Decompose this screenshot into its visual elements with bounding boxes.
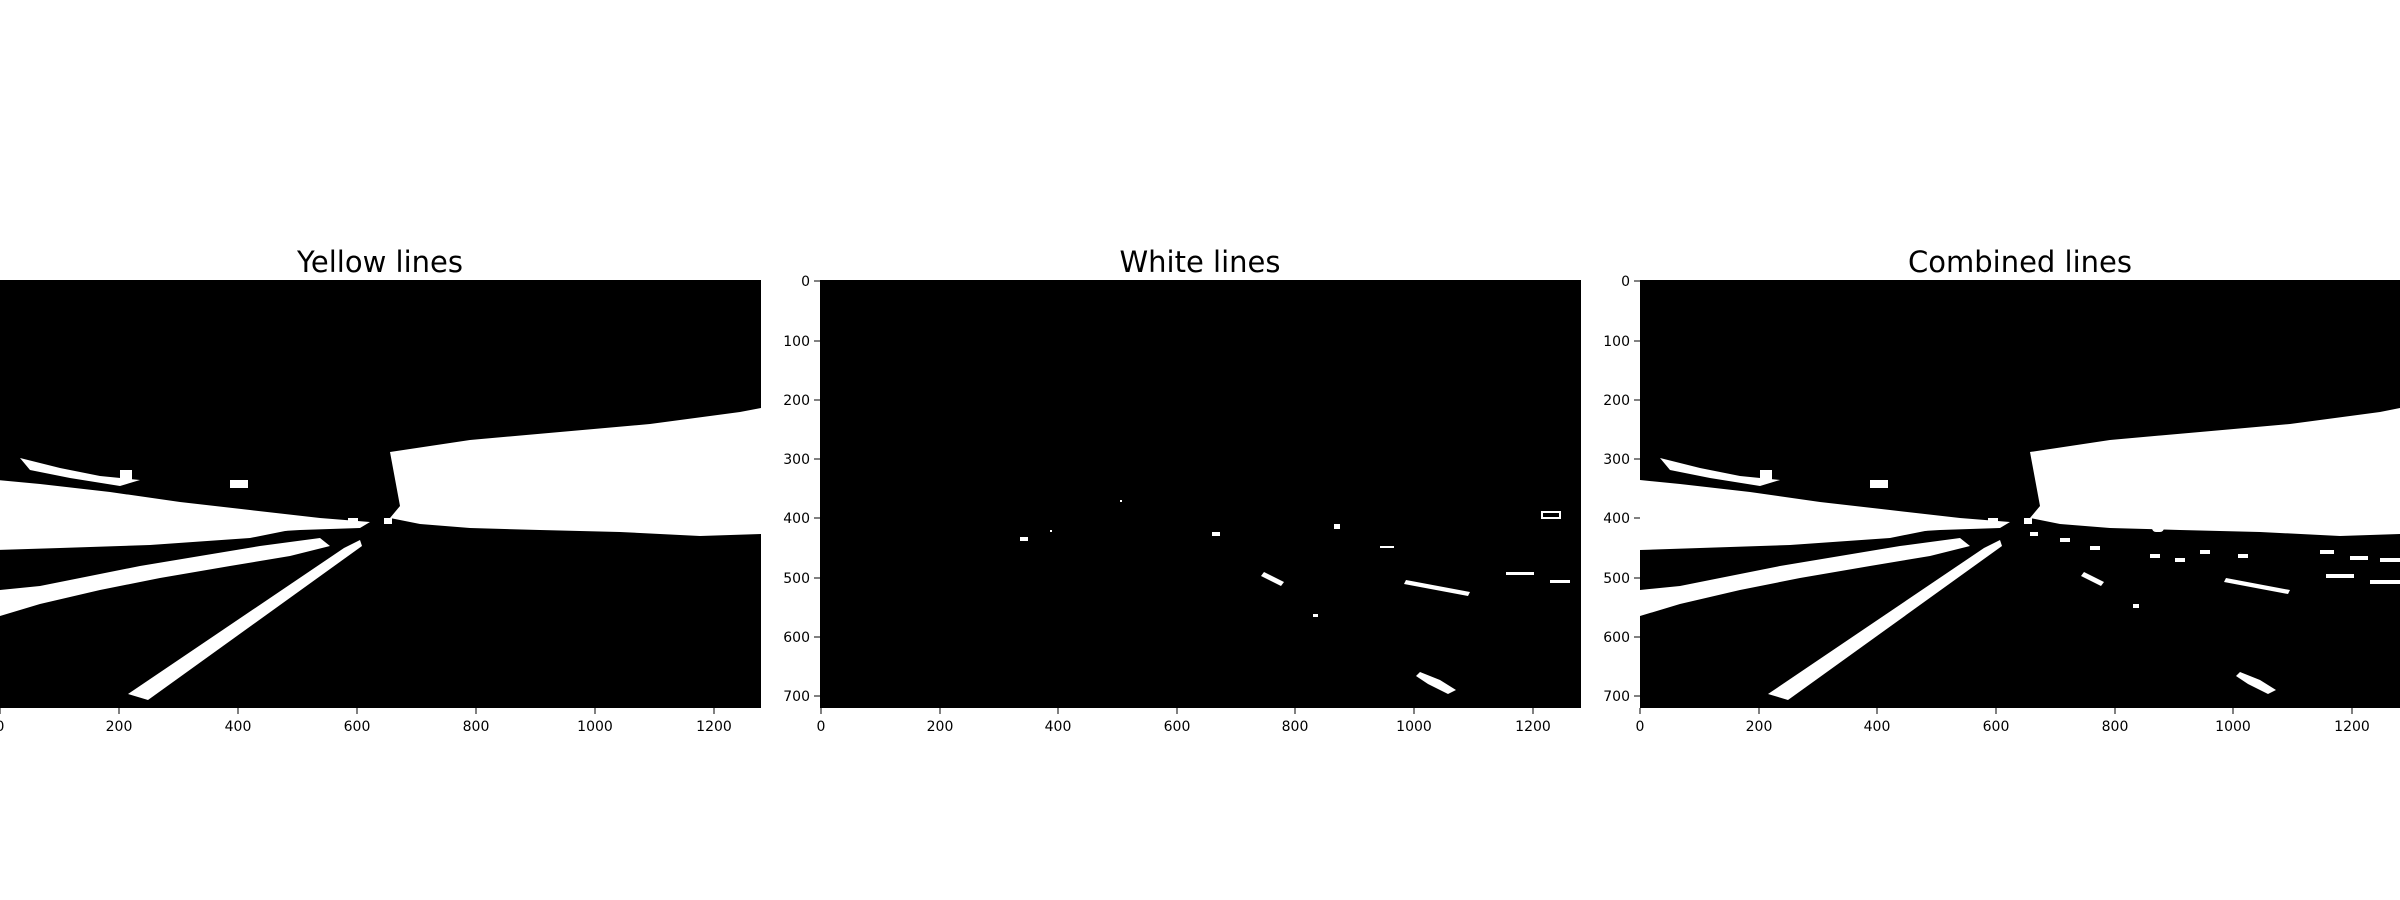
y-tick-label: 200 xyxy=(783,393,810,409)
y-axis: 0 100 200 300 400 500 600 700 xyxy=(1603,274,1640,705)
y-tick-label: 300 xyxy=(783,452,810,468)
x-tick-label: 0 xyxy=(1636,719,1645,735)
x-axis: 0 200 400 600 800 1000 1200 xyxy=(1636,708,2370,735)
panel-combined-lines: Combined lines xyxy=(1603,245,2400,735)
x-tick-label: 600 xyxy=(1983,719,2010,735)
x-tick-label: 0 xyxy=(0,719,4,735)
y-tick-label: 500 xyxy=(1603,571,1630,587)
y-tick-label: 200 xyxy=(1603,393,1630,409)
panel-title: Yellow lines xyxy=(296,245,463,279)
x-tick-label: 800 xyxy=(2102,719,2129,735)
y-tick-label: 700 xyxy=(1603,689,1630,705)
x-tick-label: 1000 xyxy=(2215,719,2251,735)
panel-title: White lines xyxy=(1120,245,1281,279)
x-tick-label: 600 xyxy=(1164,719,1191,735)
panel-yellow-lines: Yellow lines 0 200 400 600 xyxy=(0,245,761,735)
x-axis: 0 200 400 600 800 1000 1200 xyxy=(0,708,732,735)
x-tick-label: 1000 xyxy=(1396,719,1432,735)
y-tick-label: 0 xyxy=(1621,274,1630,290)
y-tick-label: 0 xyxy=(801,274,810,290)
x-tick-label: 1000 xyxy=(577,719,613,735)
y-tick-label: 700 xyxy=(783,689,810,705)
x-tick-label: 1200 xyxy=(2334,719,2370,735)
x-tick-label: 400 xyxy=(225,719,252,735)
x-tick-label: 600 xyxy=(344,719,371,735)
y-tick-label: 600 xyxy=(1603,630,1630,646)
x-tick-label: 400 xyxy=(1864,719,1891,735)
y-tick-label: 300 xyxy=(1603,452,1630,468)
mask-blobs xyxy=(1020,500,1570,694)
x-tick-label: 400 xyxy=(1045,719,1072,735)
x-tick-label: 800 xyxy=(1282,719,1309,735)
x-tick-label: 200 xyxy=(1746,719,1773,735)
x-tick-label: 200 xyxy=(106,719,133,735)
y-axis: 0 100 200 300 400 500 600 700 xyxy=(783,274,820,705)
mask-blobs xyxy=(1640,408,2400,700)
x-tick-label: 0 xyxy=(817,719,826,735)
y-tick-label: 500 xyxy=(783,571,810,587)
x-tick-label: 1200 xyxy=(696,719,732,735)
y-tick-label: 400 xyxy=(783,511,810,527)
y-tick-label: 100 xyxy=(1603,334,1630,350)
y-tick-label: 400 xyxy=(1603,511,1630,527)
mask-image xyxy=(820,280,1581,708)
x-tick-label: 800 xyxy=(463,719,490,735)
x-tick-label: 1200 xyxy=(1515,719,1551,735)
mask-blobs xyxy=(0,408,761,700)
x-tick-label: 200 xyxy=(927,719,954,735)
y-tick-label: 600 xyxy=(783,630,810,646)
x-axis: 0 200 400 600 800 1000 1200 xyxy=(817,708,1551,735)
y-tick-label: 100 xyxy=(783,334,810,350)
panel-title: Combined lines xyxy=(1908,245,2132,279)
panel-white-lines: White lines 0 100 xyxy=(783,245,1581,735)
